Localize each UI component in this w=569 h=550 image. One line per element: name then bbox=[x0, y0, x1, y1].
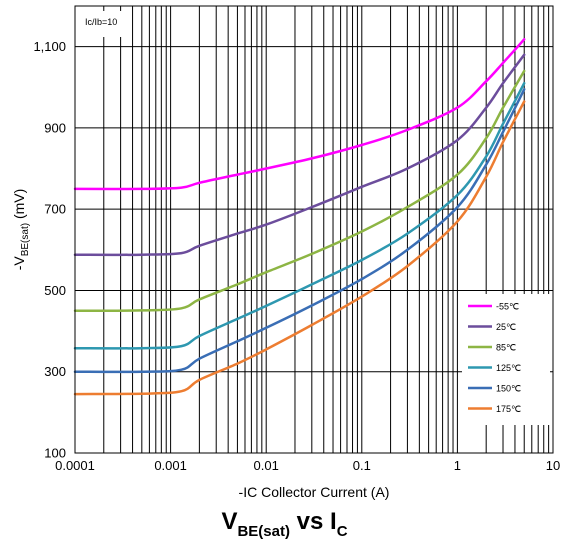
y-axis-title-post: (mV) bbox=[11, 189, 27, 223]
x-axis-title: -IC Collector Current (A) bbox=[239, 484, 390, 500]
y-axis-title: -VBE(sat) (mV) bbox=[11, 189, 31, 271]
series-line-5 bbox=[73, 100, 526, 396]
chart-title-mid-sub: C bbox=[336, 523, 348, 540]
chart-title-main: V bbox=[221, 508, 238, 535]
y-tick-label-3: 700 bbox=[44, 202, 66, 217]
legend-box bbox=[462, 294, 550, 425]
x-tick-labels: 0.0001 0.001 0.01 0.1 1 10 bbox=[55, 458, 560, 473]
series-line-3 bbox=[73, 81, 526, 350]
x-tick-label-4: 1 bbox=[454, 458, 461, 473]
chart-title: VBE(sat) vs IC bbox=[0, 508, 569, 540]
legend-label-1: 25℃ bbox=[496, 322, 516, 332]
series-layer bbox=[73, 38, 526, 396]
legend-label-5: 175℃ bbox=[496, 404, 521, 414]
y-axis-title-pre: -V bbox=[11, 256, 27, 271]
y-tick-label-4: 900 bbox=[44, 120, 66, 135]
series-line-4 bbox=[73, 88, 526, 374]
x-tick-label-5: 10 bbox=[546, 458, 560, 473]
y-tick-label-1: 300 bbox=[44, 364, 66, 379]
plot-frame bbox=[74, 5, 554, 454]
chart-title-mid: vs I bbox=[289, 508, 337, 535]
y-tick-labels: 100 300 500 700 900 1,100 bbox=[33, 39, 66, 460]
x-tick-label-1: 0.001 bbox=[154, 458, 187, 473]
condition-box: Ic/Ib=10 bbox=[80, 11, 130, 37]
legend-label-3: 125℃ bbox=[496, 363, 521, 373]
y-tick-label-5: 1,100 bbox=[33, 39, 66, 54]
x-tick-label-3: 0.1 bbox=[353, 458, 371, 473]
legend-label-4: 150℃ bbox=[496, 384, 521, 394]
chart-title-main-sub: BE(sat) bbox=[237, 523, 290, 540]
y-axis-title-sub: BE(sat) bbox=[20, 223, 31, 256]
x-tick-label-2: 0.01 bbox=[254, 458, 279, 473]
series-line-1 bbox=[73, 53, 526, 257]
legend-label-2: 85℃ bbox=[496, 343, 516, 353]
series-line-2 bbox=[73, 69, 526, 313]
legend-label-0: -55℃ bbox=[496, 302, 519, 312]
y-tick-label-0: 100 bbox=[44, 446, 66, 461]
x-tick-label-0: 0.0001 bbox=[55, 458, 95, 473]
condition-label: Ic/Ib=10 bbox=[85, 17, 117, 27]
legend: -55℃ 25℃ 85℃ 125℃ 150℃ 175℃ bbox=[462, 294, 550, 425]
condition-box-bg bbox=[80, 11, 130, 37]
y-tick-label-2: 500 bbox=[44, 283, 66, 298]
series-line-0 bbox=[73, 38, 526, 191]
